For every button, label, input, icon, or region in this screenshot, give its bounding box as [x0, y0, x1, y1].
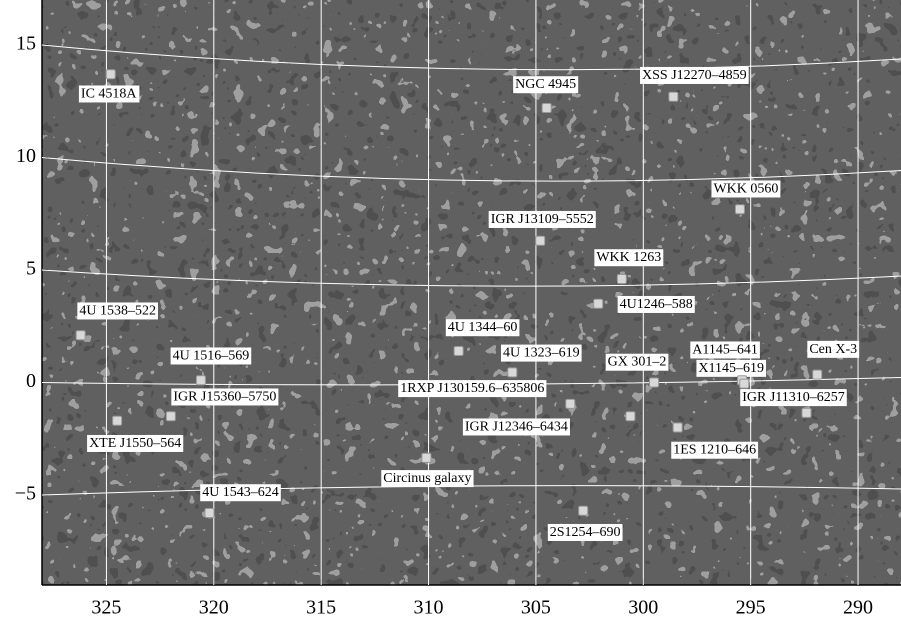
source-point [542, 104, 551, 113]
y-tick-label: 0 [26, 370, 36, 392]
source-label: GX 301–2 [606, 354, 669, 371]
source-label: IGR J12346–6434 [463, 418, 570, 435]
source-name: 4U1246–588 [620, 297, 693, 312]
source-label: 1RXP J130159.6–635806 [398, 380, 546, 397]
source-name: XSS J12270–4859 [642, 68, 747, 83]
source-name: WKK 0560 [713, 181, 778, 196]
source-label: 4U1246–588 [618, 296, 695, 313]
y-tick-label: 5 [26, 258, 36, 280]
source-name: 4U 1516–569 [173, 348, 250, 363]
y-tick-label: 10 [16, 145, 36, 167]
source-label: 2S1254–690 [548, 524, 623, 541]
source-point [508, 368, 517, 377]
source-label: X1145–619 [696, 360, 766, 377]
source-name: 4U 1543–624 [202, 485, 279, 500]
source-point [196, 376, 205, 385]
x-tick-label: 290 [843, 597, 873, 619]
source-label: Circinus galaxy [381, 470, 473, 487]
source-point [76, 331, 85, 340]
source-point [594, 299, 603, 308]
sky-noise [42, 0, 901, 585]
x-tick-label: 305 [521, 597, 551, 619]
source-label: Cen X-3 [807, 341, 859, 358]
x-tick-label: 315 [306, 597, 336, 619]
source-label: 4U 1516–569 [171, 347, 252, 364]
source-name: WKK 1263 [596, 250, 661, 265]
source-point [106, 70, 115, 79]
source-label: 4U 1344–60 [446, 319, 520, 336]
x-tick-label: 295 [736, 597, 766, 619]
source-point [669, 92, 678, 101]
source-label: IGR J15360–5750 [171, 388, 278, 405]
source-name: Cen X-3 [809, 342, 857, 357]
source-point [566, 399, 575, 408]
source-label: 4U 1538–522 [77, 302, 158, 319]
source-point [626, 412, 635, 421]
source-name: 2S1254–690 [550, 525, 621, 540]
source-name: A1145–641 [692, 342, 758, 357]
source-name: 4U 1323–619 [503, 346, 580, 361]
source-point [740, 379, 749, 388]
y-tick-label: 15 [16, 33, 36, 55]
source-point [650, 378, 659, 387]
source-label: WKK 1263 [594, 249, 663, 266]
source-point [802, 408, 811, 417]
x-tick-label: 325 [91, 597, 121, 619]
source-name: NGC 4945 [515, 77, 576, 92]
source-label: A1145–641 [690, 341, 760, 358]
source-name: 4U 1344–60 [448, 320, 518, 335]
source-label: WKK 0560 [711, 180, 780, 197]
source-point [579, 506, 588, 515]
source-point [735, 205, 744, 214]
source-name: IGR J13109–5552 [491, 212, 594, 227]
source-label: XTE J1550–564 [87, 435, 183, 452]
x-tick-label: 310 [414, 597, 444, 619]
source-name: IGR J15360–5750 [173, 389, 276, 404]
source-label: IGR J13109–5552 [489, 211, 596, 228]
source-point [536, 236, 545, 245]
source-label: IGR J11310–6257 [740, 389, 847, 406]
source-point [673, 423, 682, 432]
source-name: IGR J12346–6434 [465, 419, 568, 434]
source-name: IGR J11310–6257 [742, 390, 845, 405]
source-name: GX 301–2 [608, 355, 667, 370]
x-tick-label: 320 [199, 597, 229, 619]
source-label: XSS J12270–4859 [640, 67, 749, 84]
y-tick-label: −5 [15, 483, 36, 505]
source-point [813, 370, 822, 379]
source-name: XTE J1550–564 [89, 436, 181, 451]
source-point [422, 453, 431, 462]
source-name: IC 4518A [81, 86, 138, 101]
source-name: 1ES 1210–646 [673, 443, 756, 458]
source-point [454, 347, 463, 356]
source-label: NGC 4945 [513, 76, 578, 93]
source-name: 4U 1538–522 [79, 303, 156, 318]
source-name: X1145–619 [698, 361, 764, 376]
chart: 15 10 5 0 −5 325 320 315 310 305 300 295 290 IC 4518A… [0, 0, 901, 624]
source-name: 1RXP J130159.6–635806 [400, 381, 544, 396]
source-label: 4U 1543–624 [200, 484, 281, 501]
source-label: IC 4518A [79, 85, 140, 102]
x-tick-label: 300 [628, 597, 658, 619]
source-label: 4U 1323–619 [501, 345, 582, 362]
source-point [205, 509, 214, 518]
source-point [113, 416, 122, 425]
source-point [166, 412, 175, 421]
source-name: Circinus galaxy [383, 471, 471, 486]
source-point [617, 275, 626, 284]
source-label: 1ES 1210–646 [671, 442, 758, 459]
